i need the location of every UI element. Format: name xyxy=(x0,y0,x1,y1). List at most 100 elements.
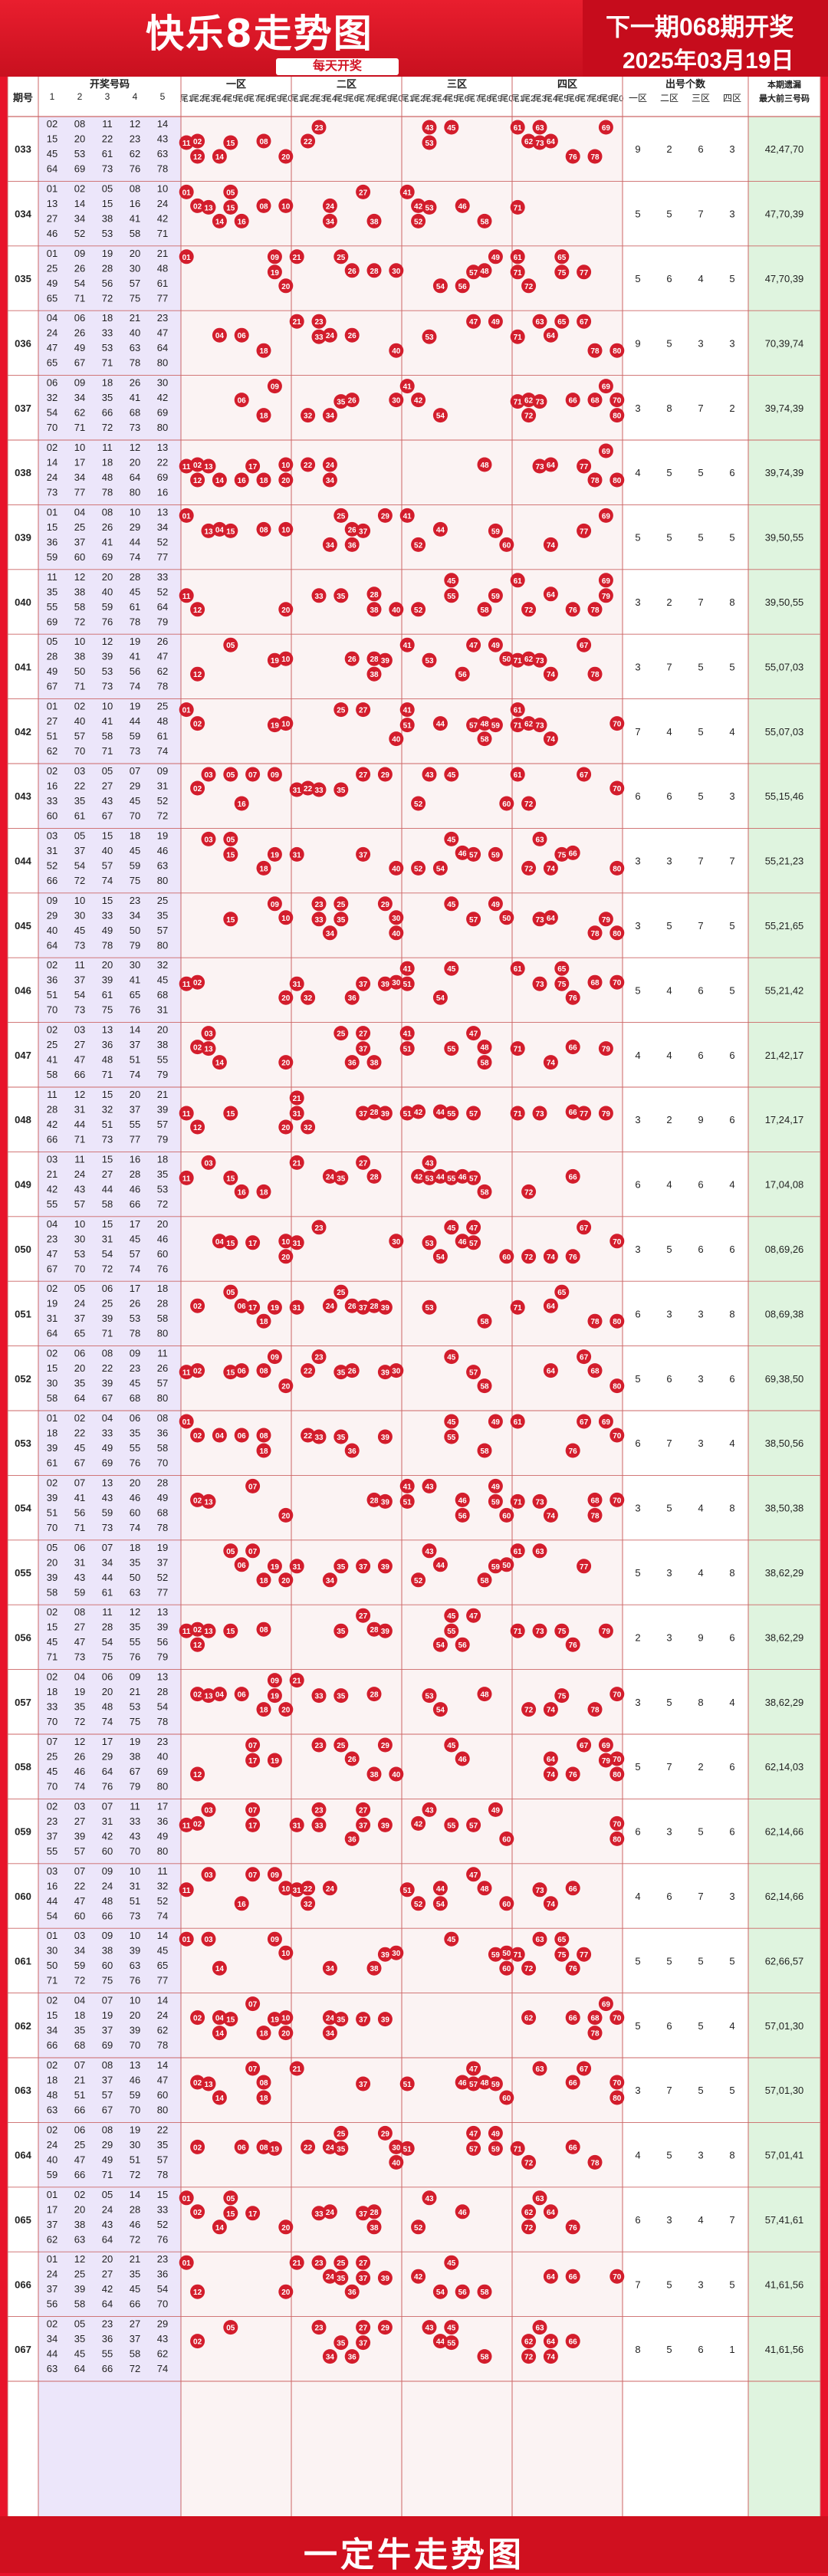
ball-number: 05 xyxy=(226,1548,235,1556)
drawn-number: 38 xyxy=(102,212,113,224)
ball-number: 60 xyxy=(502,1901,511,1909)
drawn-ball xyxy=(267,1349,282,1365)
drawn-number: 20 xyxy=(102,571,113,583)
zone-count: 7 xyxy=(698,402,703,414)
drawn-ball xyxy=(201,767,216,782)
drawn-ball xyxy=(532,135,547,150)
drawn-number: 74 xyxy=(74,1781,85,1792)
ball-number: 54 xyxy=(436,994,445,1003)
ball-number: 60 xyxy=(502,1512,511,1520)
ball-number: 02 xyxy=(193,202,202,211)
ball-number: 79 xyxy=(602,1628,611,1636)
ball-number: 40 xyxy=(392,347,401,356)
ball-number: 15 xyxy=(226,851,235,859)
zone-count: 7 xyxy=(698,209,703,220)
drawn-number: 60 xyxy=(130,1506,140,1518)
drawn-number: 56 xyxy=(157,1636,168,1648)
drawn-number: 71 xyxy=(102,745,113,757)
ball-number: 21 xyxy=(293,1677,302,1686)
ball-number: 64 xyxy=(547,2338,556,2347)
drawn-number: 43 xyxy=(157,133,168,145)
drawn-number: 17 xyxy=(47,2203,58,2215)
ball-number: 31 xyxy=(293,1240,302,1248)
drawn-number: 46 xyxy=(130,2075,140,2086)
ball-number: 74 xyxy=(547,1771,556,1779)
drawn-number: 25 xyxy=(74,2139,85,2150)
drawn-number: 09 xyxy=(102,1865,113,1877)
drawn-ball xyxy=(245,1753,261,1768)
drawn-number: 66 xyxy=(47,2039,58,2051)
ball-number: 11 xyxy=(182,1628,191,1636)
ball-number: 34 xyxy=(326,477,335,485)
drawn-ball xyxy=(201,831,216,846)
ball-number: 70 xyxy=(613,1238,622,1247)
ball-number: 60 xyxy=(502,541,511,550)
ball-number: 63 xyxy=(535,124,544,133)
drawn-number: 25 xyxy=(47,1751,58,1763)
drawn-number: 20 xyxy=(157,1218,168,1230)
drawn-number: 67 xyxy=(74,1457,85,1469)
drawn-number: 78 xyxy=(157,681,168,692)
drawn-ball xyxy=(234,1363,249,1378)
drawn-number: 28 xyxy=(47,1104,58,1116)
drawn-ball xyxy=(466,314,481,329)
ball-number: 28 xyxy=(370,1626,379,1635)
drawn-number: 20 xyxy=(157,1024,168,1036)
drawn-ball xyxy=(344,990,360,1005)
drawn-number: 74 xyxy=(102,875,113,886)
drawn-ball xyxy=(432,860,448,876)
zone-count: 6 xyxy=(729,1826,734,1838)
header-count-col: 四区 xyxy=(723,93,741,104)
ball-number: 29 xyxy=(381,1742,390,1750)
ball-number: 08 xyxy=(259,2144,268,2152)
zone-count: 3 xyxy=(666,1308,672,1319)
drawn-number: 46 xyxy=(130,1183,140,1194)
drawn-number: 80 xyxy=(130,487,140,498)
zone-count: 5 xyxy=(666,1503,672,1514)
ball-number: 50 xyxy=(502,656,511,664)
zone-count: 3 xyxy=(729,209,734,220)
drawn-number: 11 xyxy=(74,1153,85,1165)
drawn-number: 34 xyxy=(74,212,85,224)
drawn-number: 66 xyxy=(47,875,58,886)
ball-number: 16 xyxy=(238,800,247,809)
zone-count: 6 xyxy=(666,1891,672,1902)
ball-number: 10 xyxy=(281,1238,291,1247)
drawn-number: 75 xyxy=(130,292,140,304)
ball-number: 37 xyxy=(359,527,368,536)
ball-number: 47 xyxy=(469,2065,478,2074)
header-draw-col: 5 xyxy=(160,91,166,102)
drawn-ball xyxy=(510,1623,525,1638)
drawn-number: 27 xyxy=(130,2318,140,2330)
issue-number: 056 xyxy=(15,1631,31,1643)
drawn-number: 58 xyxy=(47,1392,58,1404)
header-count-col: 二区 xyxy=(660,93,678,104)
drawn-ball xyxy=(554,961,570,976)
ball-number: 47 xyxy=(469,1224,478,1233)
drawn-ball xyxy=(190,1119,205,1135)
drawn-ball xyxy=(278,1881,294,1896)
drawn-ball xyxy=(455,1168,470,1184)
drawn-ball xyxy=(543,1298,558,1313)
drawn-number: 39 xyxy=(74,2283,85,2295)
drawn-ball xyxy=(278,651,294,666)
ball-number: 43 xyxy=(425,1159,434,1168)
drawn-number: 41 xyxy=(130,651,140,662)
drawn-number: 62 xyxy=(130,148,140,159)
ball-number: 38 xyxy=(370,1771,379,1779)
drawn-number: 28 xyxy=(157,1298,168,1309)
issue-number: 039 xyxy=(15,532,31,544)
drawn-number: 29 xyxy=(130,780,140,792)
drawn-number: 68 xyxy=(130,1392,140,1404)
drawn-number: 54 xyxy=(157,2283,168,2295)
drawn-number: 06 xyxy=(74,1542,85,1553)
drawn-ball xyxy=(334,1688,349,1704)
ball-number: 69 xyxy=(602,383,611,392)
ball-number: 58 xyxy=(480,1318,489,1326)
drawn-number: 35 xyxy=(157,1168,168,1180)
ball-number: 29 xyxy=(381,901,390,909)
header-tail-col: 尾2 xyxy=(412,94,425,104)
ball-number: 17 xyxy=(248,1304,258,1313)
drawn-ball xyxy=(587,343,603,358)
drawn-number: 73 xyxy=(102,1134,113,1145)
